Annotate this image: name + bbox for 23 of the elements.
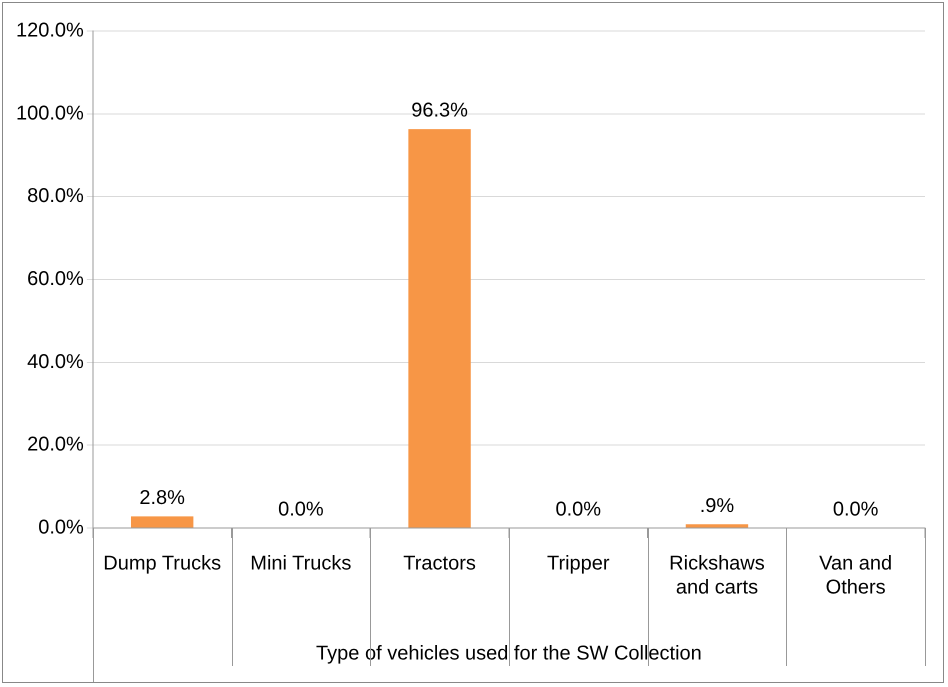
x-tick-label: Tripper — [546, 552, 610, 575]
bar — [408, 129, 471, 528]
x-tick-label: Dump Trucks — [103, 552, 222, 575]
data-label: .9% — [700, 494, 734, 517]
y-tick-label: 60.0% — [27, 268, 84, 290]
data-label: 0.0% — [555, 498, 602, 521]
y-tick-label: 80.0% — [27, 185, 84, 208]
y-tick-label: 20.0% — [27, 434, 84, 456]
y-tick-label: 120.0% — [16, 20, 84, 42]
bar — [686, 524, 748, 528]
x-tick-label: Tractors — [403, 552, 476, 575]
data-label: 0.0% — [278, 498, 324, 521]
y-tick-label: 40.0% — [27, 350, 84, 373]
x-tick-label: Rickshaws and carts — [669, 552, 765, 599]
x-tick-label: Mini Trucks — [250, 552, 352, 575]
data-label: 0.0% — [832, 498, 879, 521]
y-tick-label: 0.0% — [38, 516, 84, 539]
data-label: 2.8% — [139, 486, 186, 509]
data-label: 96.3% — [411, 100, 468, 122]
x-axis-title: Type of vehicles used for the SW Collection — [316, 642, 702, 665]
bar — [130, 516, 194, 528]
y-tick-label: 100.0% — [16, 102, 84, 124]
x-tick-label: Van and Others — [819, 552, 892, 599]
